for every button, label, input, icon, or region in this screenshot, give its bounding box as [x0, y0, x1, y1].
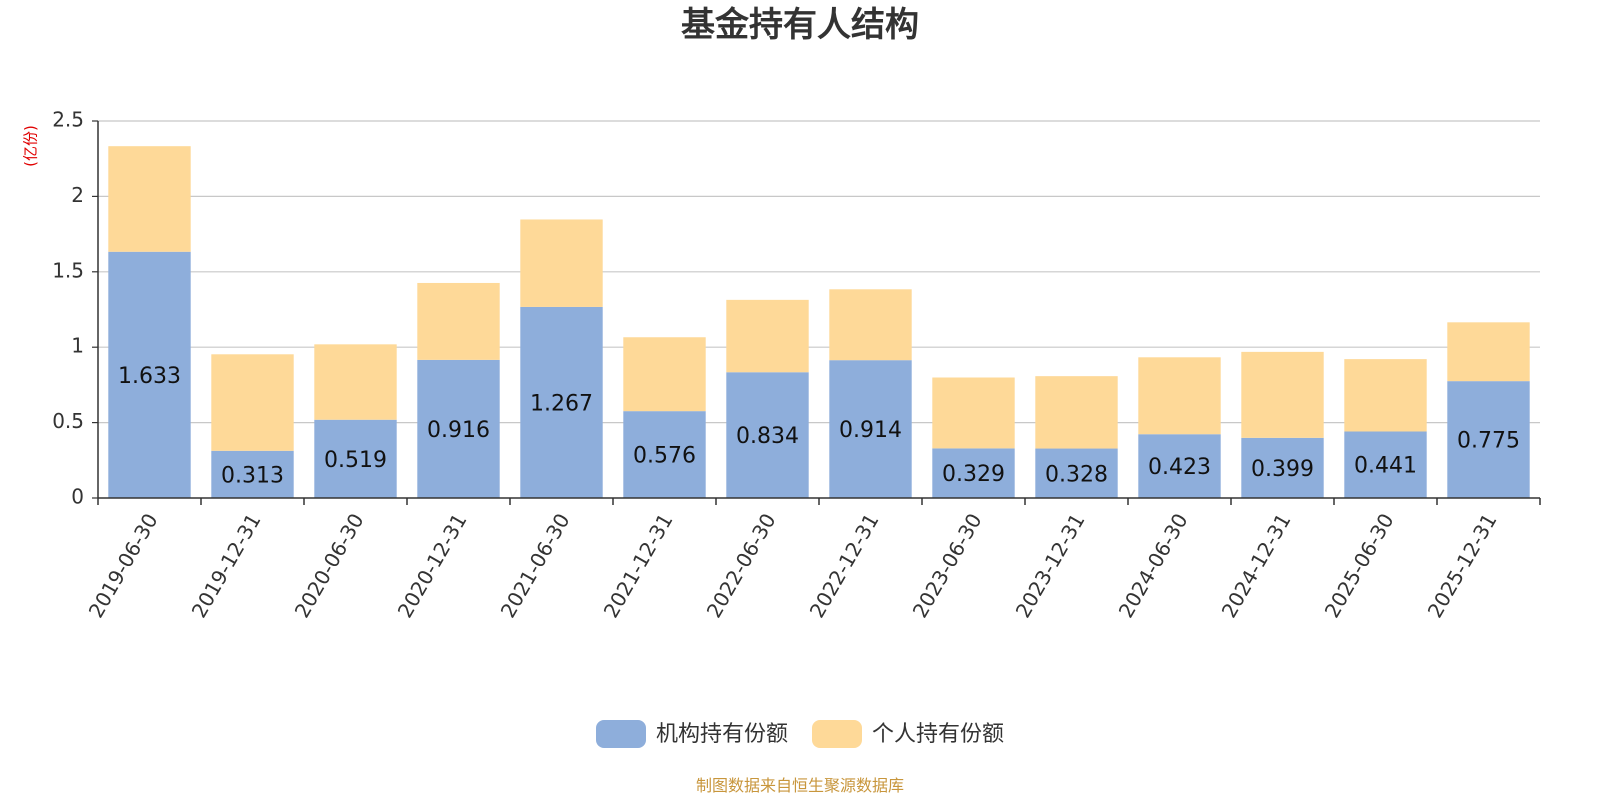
legend-item: 个人持有份额 [812, 720, 1004, 748]
x-tick-label: 2022-06-30 [702, 509, 781, 622]
bars: 1.633 0.313 0.519 0.916 1.267 0.576 0.834 0.914… [108, 146, 1530, 498]
x-tick-label: 2023-12-31 [1011, 509, 1090, 622]
x-tick-label: 2019-12-31 [187, 509, 266, 622]
x-tick-label: 2025-06-30 [1320, 509, 1399, 622]
data-label: 0.914 [839, 418, 902, 443]
x-tick-label: 2019-06-30 [84, 509, 163, 622]
bar-institutional [417, 359, 500, 498]
bar-individual [211, 354, 294, 451]
bar-individual [829, 289, 912, 361]
bar-institutional [108, 251, 191, 498]
legend-label: 个人持有份额 [872, 722, 1004, 747]
x-tick-label: 2021-06-30 [496, 509, 575, 622]
x-tick-label: 2024-06-30 [1114, 509, 1193, 622]
x-tick-label: 2020-12-31 [393, 509, 472, 622]
y-tick-label: 0 [71, 485, 84, 509]
x-tick-label: 2024-12-31 [1217, 509, 1296, 622]
y-tick-label: 2 [71, 183, 84, 207]
x-tick-label: 2022-12-31 [805, 509, 884, 622]
data-label: 1.633 [118, 364, 181, 389]
bar-institutional [1447, 381, 1530, 498]
bar-institutional [726, 372, 809, 498]
bar-institutional [1035, 448, 1118, 498]
y-tick-label: 2.5 [52, 108, 84, 132]
x-tick-label: 2025-12-31 [1423, 509, 1502, 622]
source-note: 制图数据来自恒生聚源数据库 [696, 776, 904, 795]
data-label: 0.834 [736, 424, 799, 449]
data-label: 0.576 [633, 444, 696, 469]
bar-institutional [520, 306, 603, 498]
data-label: 0.423 [1148, 455, 1211, 480]
bar-individual [726, 299, 809, 373]
bar-institutional [211, 450, 294, 498]
bar-individual [417, 282, 500, 360]
chart-title: 基金持有人结构 [681, 5, 919, 45]
bar-institutional [829, 360, 912, 498]
data-label: 1.267 [530, 391, 593, 416]
x-tick-label: 2020-06-30 [290, 509, 369, 622]
legend-label: 机构持有份额 [656, 722, 788, 747]
bar-institutional [1344, 431, 1427, 498]
bar-individual [932, 377, 1015, 449]
legend-swatch [812, 720, 862, 748]
legend-item: 机构持有份额 [596, 720, 788, 748]
legend: 机构持有份额 个人持有份额 [596, 720, 1004, 748]
bar-individual [520, 219, 603, 307]
bar-individual [1447, 322, 1530, 382]
bar-individual [1035, 376, 1118, 449]
data-label: 0.441 [1354, 454, 1417, 479]
legend-swatch [596, 720, 646, 748]
bar-institutional [1241, 437, 1324, 498]
y-tick-label: 1 [71, 334, 84, 358]
data-label: 0.313 [221, 463, 284, 488]
data-label: 0.519 [324, 448, 387, 473]
y-axis-unit: (亿份) [22, 125, 40, 167]
x-tick-label: 2021-12-31 [599, 509, 678, 622]
bar-institutional [1138, 434, 1221, 498]
bar-institutional [623, 411, 706, 498]
x-tick-label: 2023-06-30 [908, 509, 987, 622]
data-label: 0.399 [1251, 457, 1314, 482]
y-tick-label: 0.5 [52, 409, 84, 433]
bar-institutional [314, 419, 397, 498]
data-label: 0.916 [427, 418, 490, 443]
bar-individual [1138, 357, 1221, 435]
bar-institutional [932, 448, 1015, 498]
bar-individual [1241, 351, 1324, 438]
bar-individual [108, 146, 191, 252]
data-label: 0.329 [942, 462, 1005, 487]
bar-individual [1344, 359, 1427, 432]
y-tick-label: 1.5 [52, 258, 84, 282]
bar-individual [623, 337, 706, 412]
bar-individual [314, 344, 397, 420]
data-label: 0.328 [1045, 462, 1108, 487]
data-label: 0.775 [1457, 429, 1520, 454]
